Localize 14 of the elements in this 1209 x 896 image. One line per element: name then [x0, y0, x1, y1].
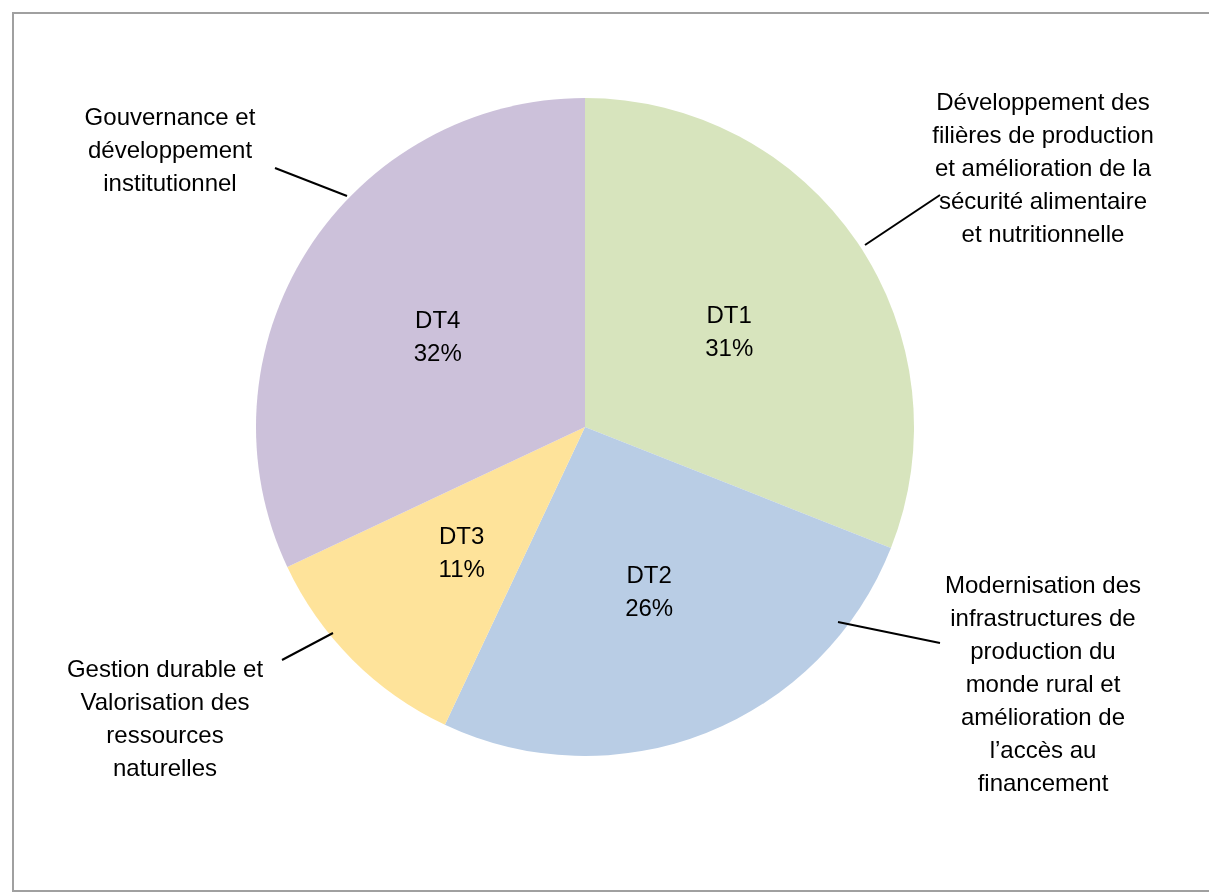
- pie-slice: [585, 98, 914, 549]
- text: Modernisation des infrastructures de production du monde rural et amélioration de l’accès au financement: [943, 570, 1143, 798]
- data-label: 11%: [438, 555, 485, 583]
- slice-label: DT2: [626, 561, 672, 589]
- data-label: 31%: [705, 333, 754, 361]
- slice-label: DT1: [706, 300, 752, 328]
- data-label: 32%: [413, 338, 462, 366]
- text: Gestion durable et Valorisation des ressources naturelles: [65, 654, 265, 783]
- text: Gouvernance et développement institutionnel: [83, 102, 257, 198]
- slice-label: DT3: [439, 522, 485, 550]
- data-label: 26%: [625, 594, 674, 622]
- text: Développement des filières de production et amélioration de la sécurité alimentaire et nutritionnelle: [932, 87, 1154, 249]
- slice-label: DT4: [415, 305, 461, 333]
- pie-slice: [287, 427, 585, 725]
